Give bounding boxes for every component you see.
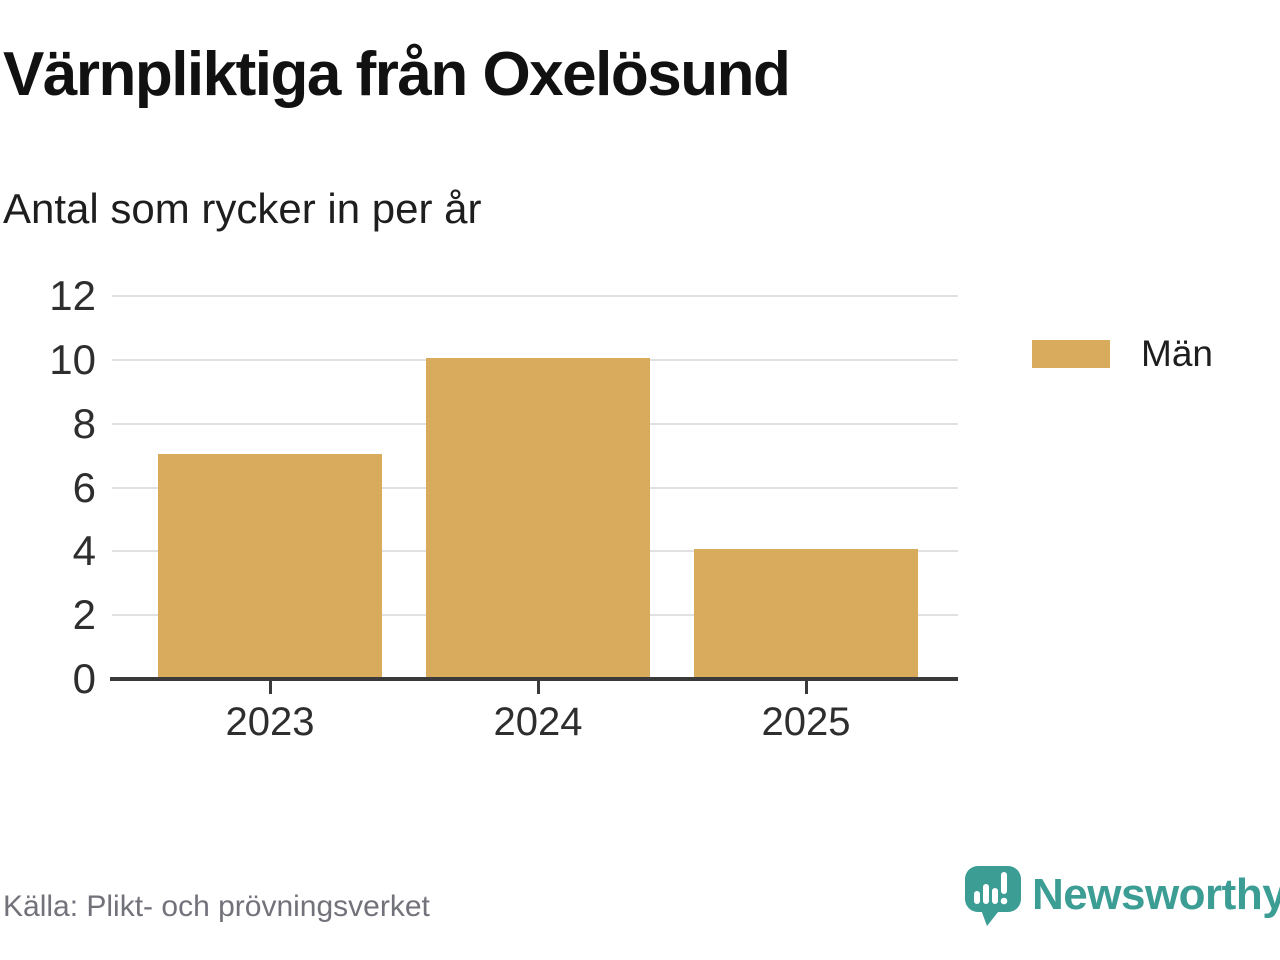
- gridline-12: [112, 295, 958, 297]
- x-axis-tick-2023: [268, 681, 272, 694]
- chart-subtitle: Antal som rycker in per år: [3, 185, 482, 232]
- bar-2023: [158, 453, 382, 677]
- x-axis-line: [110, 677, 958, 681]
- bar-2024: [426, 357, 650, 677]
- y-axis-label-6: 6: [72, 463, 96, 511]
- y-axis-label-0: 0: [72, 655, 96, 702]
- source-caption: Källa: Plikt- och prövningsverket: [3, 890, 430, 923]
- y-axis-label-2: 2: [72, 591, 96, 639]
- x-axis-label-2024: 2024: [493, 700, 583, 744]
- legend-label-man: Män: [1141, 333, 1213, 374]
- y-axis-label-4: 4: [72, 527, 96, 575]
- bar-2025: [694, 549, 918, 677]
- newsworthy-wordmark: Newsworthy: [1032, 870, 1280, 919]
- x-axis-tick-2025: [804, 681, 808, 694]
- page-title: Värnpliktiga från Oxelösund: [3, 40, 791, 109]
- legend-swatch-man: [1032, 340, 1110, 368]
- y-axis-label-8: 8: [72, 399, 96, 447]
- y-axis-label-12: 12: [49, 272, 96, 319]
- y-axis-label-10: 10: [49, 335, 96, 383]
- x-axis-label-2023: 2023: [225, 700, 315, 744]
- x-axis-tick-2024: [536, 681, 540, 694]
- legend: Män: [1032, 333, 1213, 374]
- x-axis-label-2025: 2025: [761, 700, 851, 744]
- newsworthy-speech-bubble-icon: [965, 866, 1021, 926]
